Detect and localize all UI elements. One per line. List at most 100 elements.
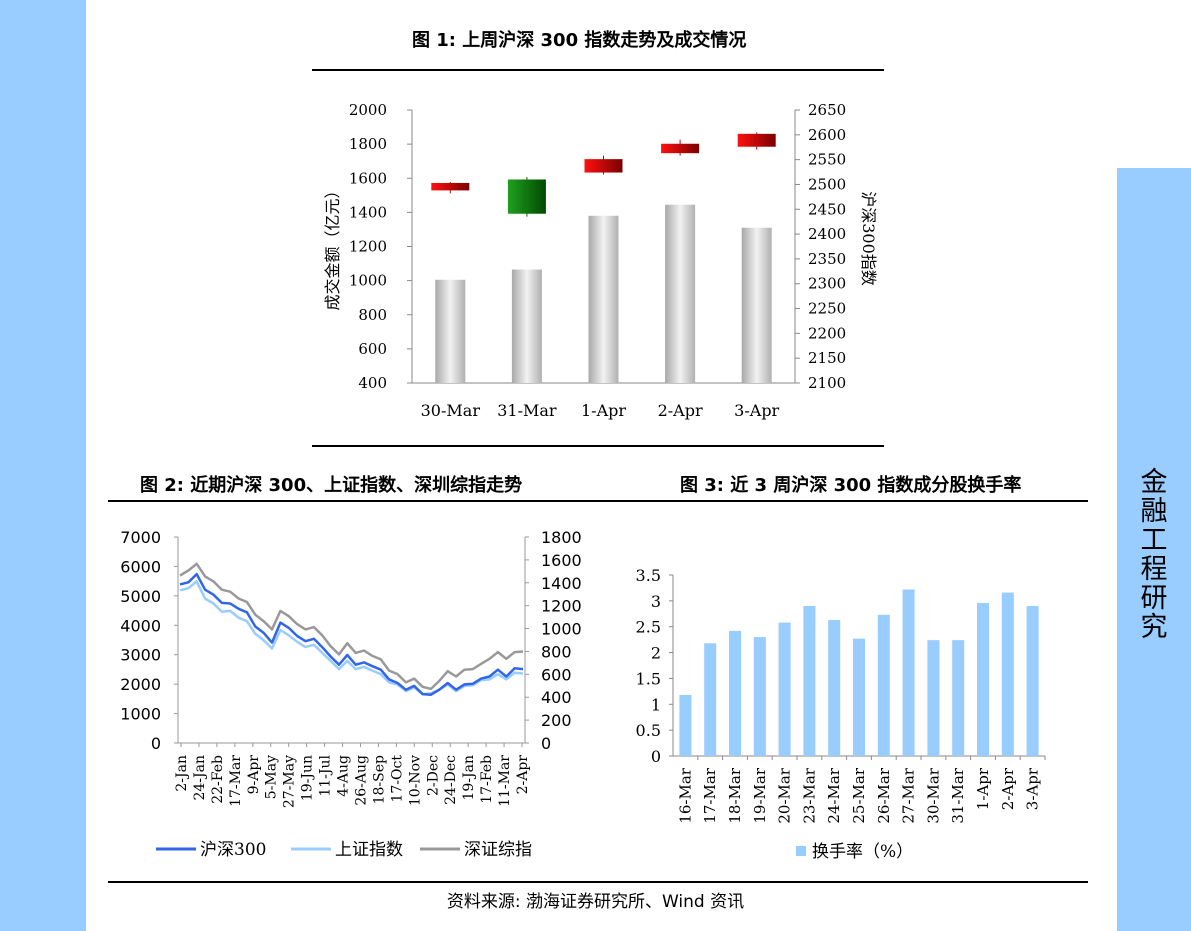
figure1-title: 图 1: 上周沪深 300 指数走势及成交情况	[412, 30, 747, 51]
figure1-candle-body	[431, 182, 470, 191]
figure1-candle-body	[584, 159, 623, 173]
figure1-x-label: 30-Mar	[421, 401, 481, 420]
source-rule	[108, 881, 1088, 883]
figure3-title: 图 3: 近 3 周沪深 300 指数成分股换手率	[680, 475, 1022, 496]
figure2-x-tick-label: 4-Aug	[336, 755, 352, 797]
figure1-volume-bar	[435, 279, 466, 383]
figure3-x-tick-label: 25-Mar	[850, 767, 868, 823]
source-note: 资料来源: 渤海证券研究所、Wind 资讯	[446, 892, 745, 912]
figure2-left-tick-label: 5000	[120, 587, 161, 606]
figure1-right-tick-label: 2300	[808, 275, 846, 293]
figure3-bar	[803, 606, 816, 756]
figure3-x-tick-label: 16-Mar	[676, 767, 694, 823]
figure1-right-tick-label: 2150	[808, 349, 846, 367]
figure1-candle-body	[507, 179, 546, 214]
sidebar-label: 金融工程研究	[1117, 468, 1191, 642]
figure3-legend-label: 换手率（%）	[812, 842, 913, 862]
figure1-left-tick-label: 1000	[349, 272, 387, 290]
figure1-left-tick-label: 1400	[349, 203, 387, 221]
figure2-x-tick-label: 11-Jul	[318, 754, 334, 796]
figure1-right-tick-label: 2650	[808, 101, 846, 119]
figure3-x-tick-label: 2-Apr	[999, 767, 1017, 810]
figure1-right-tick-label: 2500	[808, 175, 846, 193]
figure1-left-tick-label: 1800	[349, 135, 387, 153]
figure1-left-tick-label: 600	[358, 340, 387, 358]
figure1-right-tick-label: 2350	[808, 250, 846, 268]
figure1-top-rule	[312, 69, 884, 71]
figure3-y-tick-label: 0.5	[636, 721, 661, 740]
figure2-x-tick-label: 22-Feb	[210, 755, 226, 804]
figure2-x-tick-label: 24-Dec	[443, 755, 459, 805]
figure3-x-tick-label: 20-Mar	[776, 767, 794, 823]
figure2-left-tick-label: 7000	[120, 528, 161, 547]
figure3-bar	[853, 638, 865, 756]
figure2-series-line-1	[179, 580, 524, 696]
figure1-right-tick-label: 2250	[808, 300, 846, 318]
figure2-right-tick-label: 800	[541, 642, 572, 661]
figure1-x-label: 2-Apr	[658, 401, 703, 420]
figure3-bar	[927, 640, 940, 756]
figure3-bar	[952, 640, 965, 756]
figure2-left-tick-label: 4000	[120, 616, 161, 635]
figure2-x-tick-label: 10-Nov	[407, 755, 423, 806]
figure1-ylabel: 成交金额（亿元）	[323, 182, 342, 310]
figure2-right-tick-label: 1200	[541, 597, 582, 616]
figure3-x-tick-label: 18-Mar	[726, 767, 744, 823]
figure3-bar	[704, 643, 717, 756]
figure3-y-tick-label: 3	[651, 592, 661, 611]
figure2-legend-label: 沪深300	[200, 840, 266, 860]
figure3-bar	[877, 614, 890, 756]
sidebar-char-2: 工	[1140, 525, 1168, 556]
figure1-right-tick-label: 2550	[808, 151, 846, 169]
figure2-left-tick-label: 0	[151, 734, 161, 753]
figure2-x-tick-label: 9-Apr	[246, 755, 262, 795]
figure1-volume-bar	[741, 227, 772, 383]
sidebar-char-5: 究	[1140, 612, 1168, 643]
figure2-x-tick-label: 19-Jun	[300, 755, 316, 801]
figure1-left-tick-label: 800	[358, 306, 387, 324]
figure3-bar	[778, 622, 791, 756]
figure2-x-tick-label: 2-Dec	[425, 755, 441, 796]
figure23-top-rule	[108, 500, 1088, 502]
figure2-x-tick-label: 27-May	[282, 755, 298, 808]
figure2-right-tick-label: 1600	[541, 551, 582, 570]
figure1-volume-bar	[511, 269, 542, 383]
figure1-left-tick-label: 1200	[349, 238, 387, 256]
figure2-left-tick-label: 3000	[120, 646, 161, 665]
figure2-x-tick-label: 17-Mar	[228, 755, 244, 807]
left-sidebar	[0, 0, 86, 931]
figure2-series-line-2	[179, 562, 524, 691]
figure2-x-tick-label: 11-Mar	[497, 755, 513, 807]
figure2-right-tick-label: 200	[541, 711, 572, 730]
figure2-x-tick-label: 17-Feb	[479, 755, 495, 804]
sidebar-char-3: 程	[1140, 554, 1168, 585]
figure1-volume-bar	[588, 215, 619, 383]
figure2-legend-label: 深证综指	[464, 840, 532, 860]
figure2-left-tick-label: 6000	[120, 557, 161, 576]
figure1-right-tick-label: 2600	[808, 126, 846, 144]
figure3-legend-swatch	[796, 846, 806, 856]
figure1-right-tick-label: 2450	[808, 200, 846, 218]
figure3-y-tick-label: 3.5	[636, 566, 661, 585]
figure1-x-label: 1-Apr	[581, 401, 626, 420]
figure3-x-tick-label: 30-Mar	[924, 767, 942, 823]
figure1-x-label: 3-Apr	[734, 401, 779, 420]
figure2-x-tick-label: 2-Apr	[515, 755, 531, 795]
figure2-right-tick-label: 1400	[541, 574, 582, 593]
figure1-left-tick-label: 1600	[349, 169, 387, 187]
figure3-x-tick-label: 1-Apr	[974, 767, 992, 810]
sidebar-char-0: 金	[1140, 467, 1168, 498]
figure3-x-tick-label: 17-Mar	[701, 767, 719, 823]
figure3-x-tick-label: 3-Apr	[1024, 767, 1042, 810]
figure2-right-tick-label: 400	[541, 688, 572, 707]
figure1-right-tick-label: 2400	[808, 225, 846, 243]
figure2-legend-label: 上证指数	[335, 840, 403, 860]
figure2-x-tick-label: 2-Jan	[174, 755, 190, 792]
right-sidebar	[1117, 168, 1191, 931]
figure2-right-tick-label: 1000	[541, 620, 582, 639]
figure1-left-tick-label: 400	[358, 374, 387, 392]
figure2-right-tick-label: 0	[541, 734, 551, 753]
